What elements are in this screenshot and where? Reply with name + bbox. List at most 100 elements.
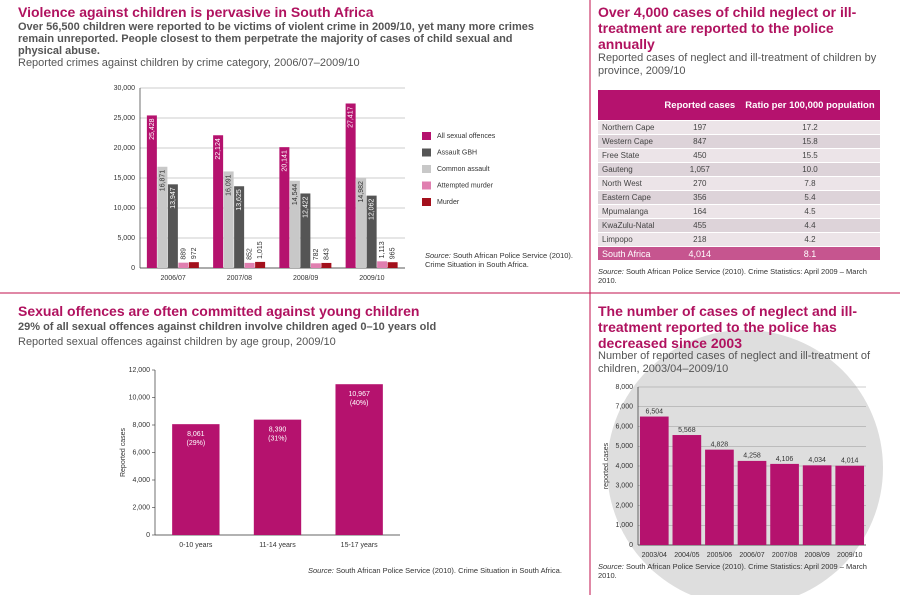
y-tick-label: 0 [146,532,150,539]
bar [146,115,157,268]
value-label: 8,390 [269,426,287,433]
value-label: 13,625 [236,189,243,211]
y-tick-label: 0 [629,542,633,549]
table-row: Limpopo 218 4.2 [598,232,880,247]
table-row: Northern Cape 197 17.2 [598,120,880,135]
bar [188,262,199,268]
value-label: 6,504 [646,408,664,415]
x-tick-label: 2003/04 [642,552,667,559]
legend-swatch [422,132,431,140]
header-row: Reported cases Ratio per 100,000 populati… [598,90,880,121]
x-tick-label: 2009/10 [359,275,384,282]
source-text: South African Police Service (2010). Cri… [425,251,574,269]
value-label: 4,828 [711,441,729,448]
y-tick-label: 2,000 [615,502,633,509]
legend-swatch [422,198,431,206]
y-tick-label: 12,000 [129,367,151,374]
table-cell: 270 [659,176,740,191]
value-label: 972 [191,247,198,259]
value-label: 4,258 [743,453,761,460]
bar [639,416,669,545]
value-label: 12,062 [369,199,376,221]
bar [321,262,332,268]
table-cell: Mpumalanga [598,204,660,219]
value-label: 1,113 [379,241,386,258]
legend-swatch [422,148,431,157]
percent-label: (31%) [268,435,287,442]
table-cell: 197 [659,120,740,135]
value-label: 1,015 [257,241,264,259]
table-cell: 10.0 [739,162,880,177]
bar [157,166,168,268]
x-tick-label: 2005/06 [707,552,732,559]
table-cell: Northern Cape [598,120,660,135]
table-cell: 17.2 [739,120,880,135]
legend-label: Assault GBH [437,149,477,156]
table-wrap: Reported cases Ratio per 100,000 populati… [598,90,880,261]
value-label: 5,568 [678,427,696,434]
bar [770,463,799,545]
value-label: 14,544 [292,184,299,206]
y-tick-label: 8,000 [132,422,150,429]
value-label: 965 [390,247,397,259]
value-label: 20,141 [281,150,288,172]
bar [335,384,383,535]
percent-label: (29%) [186,440,205,447]
bar [279,147,290,268]
y-tick-label: 6,000 [132,449,150,456]
table-cell: Western Cape [598,134,660,149]
bar [244,262,255,268]
table-row: KwaZulu-Natal 455 4.4 [598,218,880,233]
chart-caption: Reported sexual offences against childre… [18,336,336,348]
x-tick-label: 0-10 years [179,542,213,549]
value-label: 22,124 [215,138,222,160]
value-label: 16,871 [159,170,166,192]
y-tick-label: 8,000 [615,384,633,391]
table-row: Eastern Cape 356 5.4 [598,190,880,205]
source-label: Source: [598,267,624,276]
panel-title: Over 4,000 cases of child neglect or ill… [598,4,857,52]
table-cell: 5.4 [739,190,880,205]
bar [172,424,220,535]
bar [387,262,398,268]
x-tick-label: 2009/10 [837,552,862,559]
table-row: Western Cape 847 15.8 [598,134,880,149]
bar [300,193,311,268]
table-cell: 164 [659,204,740,219]
value-label: 4,106 [776,456,794,463]
table-cell: 15.5 [739,148,880,163]
value-label: 16,091 [226,174,233,196]
y-tick-label: 2,000 [132,504,150,511]
y-tick-label: 4,000 [132,477,150,484]
table-cell: 7.8 [739,176,880,191]
y-tick-label: 3,000 [615,483,633,490]
legend-label: Attempted murder [437,182,494,189]
value-label: 27,417 [348,106,355,128]
y-tick-label: 25,000 [114,115,136,122]
bar [167,184,178,268]
y-tick-label: 10,000 [114,205,136,212]
bar [672,435,702,545]
source-text: South African Police Service (2010). Cri… [598,267,867,285]
value-label: 13,947 [170,187,177,209]
header-cell: Ratio per 100,000 population [739,90,880,121]
y-tick-label: 10,000 [129,394,151,401]
x-tick-label: 2006/07 [739,552,764,559]
chart-caption: Reported crimes against children by crim… [18,57,360,69]
legend-label: Common assault [437,166,490,173]
bar [310,263,321,268]
legend-label: All sexual offences [437,133,496,140]
y-tick-label: 1,000 [615,522,633,529]
value-label: 4,034 [808,457,826,464]
value-label: 843 [323,248,330,260]
y-tick-label: 30,000 [114,85,136,92]
table-cell: 455 [659,218,740,233]
y-tick-label: 0 [131,265,135,272]
table-cell: Limpopo [598,232,660,247]
value-label: 4,014 [841,458,859,465]
table-cell: KwaZulu-Natal [598,218,660,233]
value-label: 852 [247,248,254,260]
y-tick-label: 6,000 [615,423,633,430]
